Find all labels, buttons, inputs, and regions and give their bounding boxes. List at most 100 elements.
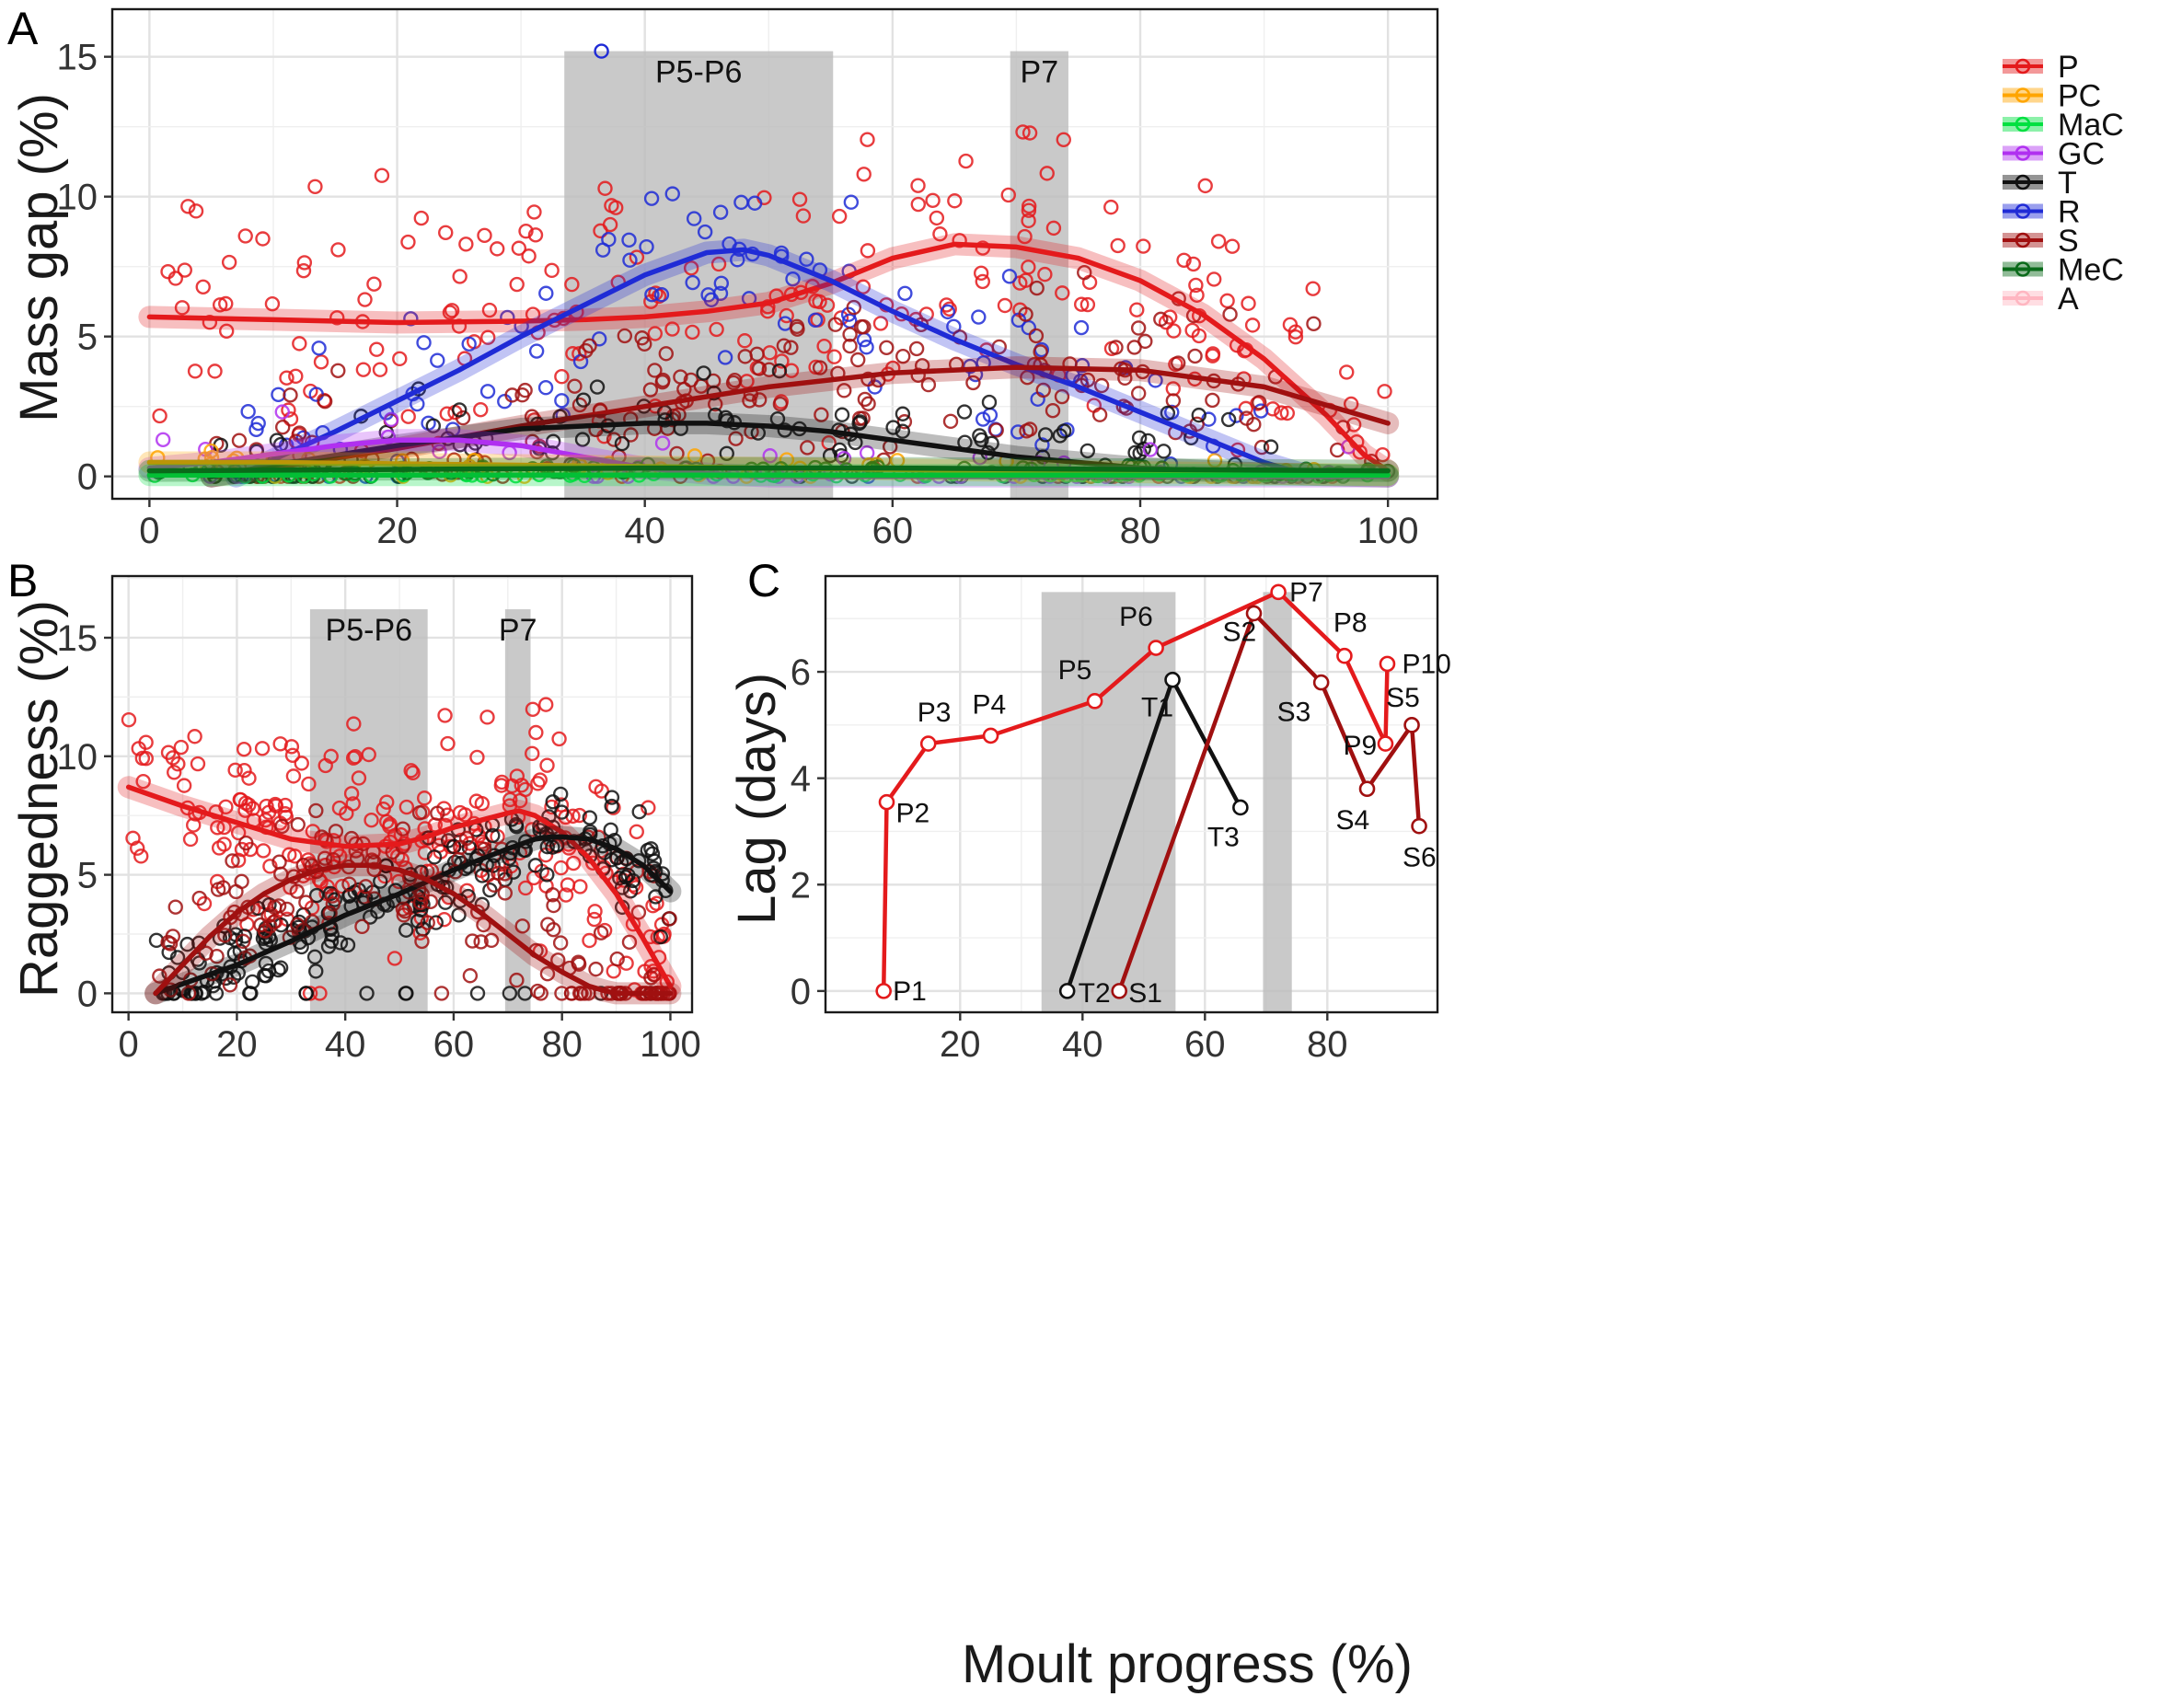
point-S2 bbox=[1245, 605, 1263, 622]
point-label-S1: S1 bbox=[1128, 978, 1162, 1009]
point-P bbox=[440, 735, 456, 752]
point-S bbox=[273, 866, 289, 883]
point-S3 bbox=[1312, 674, 1330, 691]
point-S bbox=[658, 346, 674, 362]
point-P bbox=[641, 800, 656, 815]
point-S bbox=[412, 894, 429, 911]
point-S bbox=[662, 911, 677, 927]
point-S bbox=[837, 383, 852, 398]
shaded-label-P7: P7 bbox=[499, 613, 537, 648]
point-T bbox=[604, 798, 619, 814]
x-tick-label: 60 bbox=[1184, 1024, 1226, 1065]
point-T bbox=[972, 428, 987, 444]
point-S bbox=[253, 917, 269, 933]
point-S bbox=[552, 935, 569, 951]
point-S bbox=[1018, 306, 1033, 322]
smooth-line-P bbox=[125, 784, 674, 989]
point-P bbox=[525, 701, 541, 717]
point-S bbox=[1137, 333, 1153, 350]
point-P bbox=[525, 745, 540, 762]
point-T bbox=[1191, 407, 1206, 423]
point-P bbox=[255, 231, 271, 247]
point-T bbox=[308, 964, 324, 979]
point-R bbox=[1021, 319, 1036, 336]
point-S bbox=[504, 387, 520, 403]
line-S bbox=[1117, 611, 1422, 992]
y-tick-label: 0 bbox=[77, 974, 98, 1014]
point-P bbox=[512, 792, 528, 809]
point-S bbox=[308, 802, 324, 819]
point-R-extra bbox=[594, 43, 609, 59]
point-P bbox=[254, 741, 271, 756]
panel-letter-A: A bbox=[7, 3, 39, 54]
point-T bbox=[505, 864, 522, 880]
point-P bbox=[1188, 277, 1204, 294]
point-S bbox=[290, 917, 306, 933]
point-P bbox=[207, 364, 223, 379]
point-S bbox=[642, 382, 659, 398]
point-P bbox=[1244, 317, 1261, 333]
point-P bbox=[259, 798, 274, 814]
point-P bbox=[479, 710, 495, 725]
point-P bbox=[1021, 260, 1036, 275]
point-R bbox=[537, 380, 554, 396]
point-R bbox=[712, 204, 729, 220]
point-P bbox=[267, 796, 283, 813]
point-S bbox=[606, 432, 622, 447]
point-P bbox=[236, 742, 252, 757]
point-S bbox=[1253, 439, 1270, 456]
point-P bbox=[382, 816, 398, 832]
point-P bbox=[369, 341, 385, 357]
point-S4 bbox=[1358, 780, 1376, 798]
point-S bbox=[514, 918, 530, 934]
point-S bbox=[162, 936, 179, 952]
point-label-P7: P7 bbox=[1289, 577, 1323, 607]
legend-marker-T bbox=[2015, 174, 2031, 190]
point-T bbox=[373, 873, 388, 889]
legend-label-P: P bbox=[2058, 50, 2079, 85]
point-S bbox=[483, 932, 500, 949]
point-T bbox=[622, 883, 639, 899]
point-T bbox=[545, 433, 561, 449]
point-P bbox=[602, 216, 618, 233]
point-T1 bbox=[1164, 671, 1181, 688]
x-tick-label: 40 bbox=[1062, 1024, 1103, 1065]
point-T bbox=[834, 407, 850, 422]
point-S bbox=[231, 433, 248, 448]
point-P bbox=[437, 708, 453, 723]
y-tick-label: 6 bbox=[791, 652, 811, 693]
point-R bbox=[897, 285, 913, 301]
point-P bbox=[526, 204, 542, 220]
point-P bbox=[282, 847, 297, 862]
point-P bbox=[537, 697, 554, 712]
point-S bbox=[588, 961, 604, 977]
point-P bbox=[1197, 178, 1213, 194]
point-P bbox=[571, 807, 587, 824]
point-S bbox=[879, 340, 895, 355]
point-S bbox=[325, 888, 341, 904]
point-T bbox=[885, 420, 901, 435]
point-S bbox=[292, 425, 307, 441]
point-T bbox=[169, 950, 186, 965]
point-P bbox=[281, 402, 296, 418]
point-P bbox=[514, 778, 529, 793]
point-P bbox=[910, 178, 926, 193]
point-P bbox=[364, 813, 379, 828]
point-P bbox=[910, 196, 926, 213]
point-P bbox=[629, 824, 644, 839]
point-label-P9: P9 bbox=[1343, 731, 1377, 761]
point-T bbox=[589, 379, 606, 395]
point-P bbox=[468, 793, 484, 809]
shaded-region-0 bbox=[309, 609, 428, 1012]
point-P bbox=[288, 368, 304, 385]
point-S bbox=[497, 866, 513, 882]
point-P bbox=[392, 351, 408, 367]
point-P bbox=[709, 321, 724, 338]
point-R bbox=[1001, 269, 1018, 284]
point-P bbox=[1241, 295, 1256, 311]
x-tick-label: 20 bbox=[376, 511, 418, 551]
point-R bbox=[799, 251, 814, 267]
point-T bbox=[644, 846, 661, 862]
point-P bbox=[366, 276, 382, 292]
